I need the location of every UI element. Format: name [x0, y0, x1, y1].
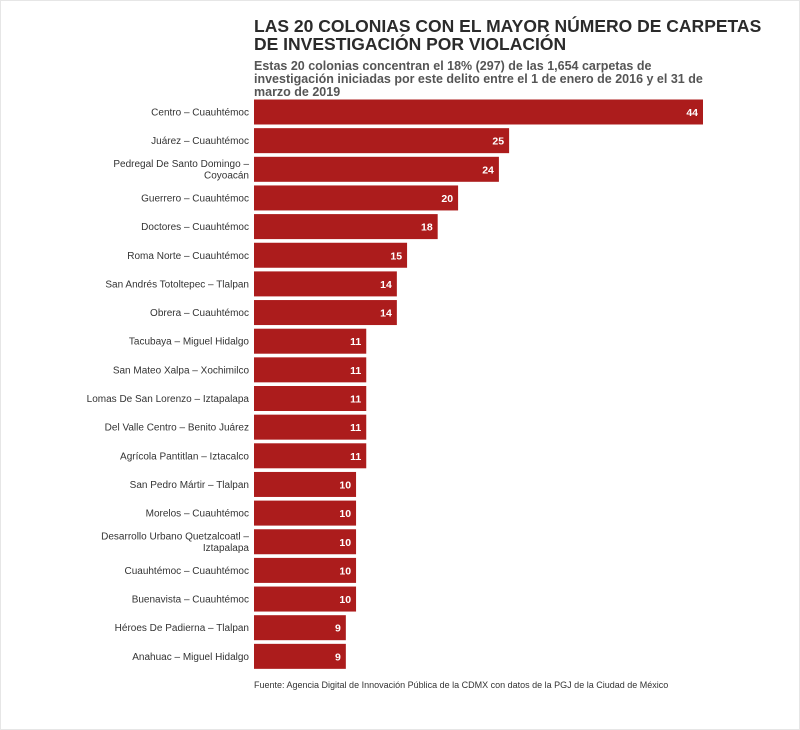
- category-label: Doctores – Cuauhtémoc: [141, 222, 249, 233]
- bar: [254, 242, 408, 268]
- bar: [254, 128, 510, 154]
- bar-value-label: 10: [339, 508, 351, 520]
- bar-value-label: 11: [350, 336, 361, 348]
- bar-value-label: 24: [482, 164, 494, 176]
- bar: [254, 471, 357, 497]
- bar-value-label: 9: [335, 651, 341, 663]
- chart-subtitle: Estas 20 colonias concentran el 18% (297…: [254, 59, 703, 99]
- bar-value-label: 11: [350, 422, 361, 434]
- bar-value-label: 18: [421, 222, 433, 234]
- category-label: Agrícola Pantitlan – Iztacalco: [120, 451, 249, 462]
- category-label: Centro – Cuauhtémoc: [151, 108, 249, 119]
- category-label: Roma Norte – Cuauhtémoc: [127, 251, 249, 262]
- bar: [254, 586, 357, 612]
- category-label: Buenavista – Cuauhtémoc: [132, 595, 249, 606]
- bar: [254, 328, 367, 354]
- category-label: Pedregal De Santo Domingo – Coyoacán: [113, 159, 249, 182]
- bar-value-label: 11: [350, 451, 361, 463]
- category-label: Cuauhtémoc – Cuauhtémoc: [124, 566, 249, 577]
- bar: [254, 99, 703, 125]
- bar: [254, 156, 499, 182]
- category-label: San Pedro Mártir – Tlalpan: [130, 480, 249, 491]
- bar-value-label: 10: [339, 594, 351, 606]
- source-note: Fuente: Agencia Digital de Innovación Pú…: [254, 680, 669, 690]
- bar-value-label: 10: [339, 537, 351, 549]
- bar: [254, 500, 357, 526]
- category-label: Anahuac – Miguel Hidalgo: [132, 652, 249, 663]
- category-label: Lomas De San Lorenzo – Iztapalapa: [87, 394, 250, 405]
- bar: [254, 357, 367, 383]
- category-label: Guerrero – Cuauhtémoc: [141, 193, 249, 204]
- bar-value-label: 14: [380, 279, 392, 291]
- bar: [254, 185, 459, 211]
- bar-value-label: 11: [350, 365, 361, 377]
- bar-value-label: 9: [335, 623, 341, 635]
- bar-value-label: 20: [441, 193, 453, 205]
- bar: [254, 300, 397, 326]
- bar-value-label: 44: [686, 107, 698, 119]
- category-label: Morelos – Cuauhtémoc: [146, 509, 249, 520]
- bar-value-label: 10: [339, 479, 351, 491]
- category-label: Héroes De Padierna – Tlalpan: [115, 623, 249, 634]
- bar-value-label: 11: [350, 394, 361, 406]
- category-label: Tacubaya – Miguel Hidalgo: [129, 337, 250, 348]
- bar: [254, 271, 397, 297]
- bar: [254, 643, 346, 669]
- bar-value-label: 14: [380, 308, 392, 320]
- category-label: Juárez – Cuauhtémoc: [151, 136, 249, 147]
- bar: [254, 443, 367, 469]
- category-label: Desarrollo Urbano Quetzalcoatl – Iztapala…: [101, 532, 249, 555]
- bar: [254, 414, 367, 440]
- chart-title: LAS 20 COLONIAS CON EL MAYOR NÚMERO DE C…: [254, 16, 762, 54]
- bar-value-label: 10: [339, 565, 351, 577]
- bar: [254, 557, 357, 583]
- bar: [254, 386, 367, 411]
- bar-value-label: 15: [390, 250, 402, 262]
- category-label: Del Valle Centro – Benito Juárez: [105, 423, 249, 434]
- bar: [254, 529, 357, 555]
- bar-value-label: 25: [492, 136, 504, 148]
- bar: [254, 615, 346, 641]
- category-label: San Andrés Totoltepec – Tlalpan: [105, 279, 249, 290]
- category-label: Obrera – Cuauhtémoc: [150, 308, 249, 319]
- bar: [254, 214, 438, 240]
- category-label: San Mateo Xalpa – Xochimilco: [113, 365, 250, 376]
